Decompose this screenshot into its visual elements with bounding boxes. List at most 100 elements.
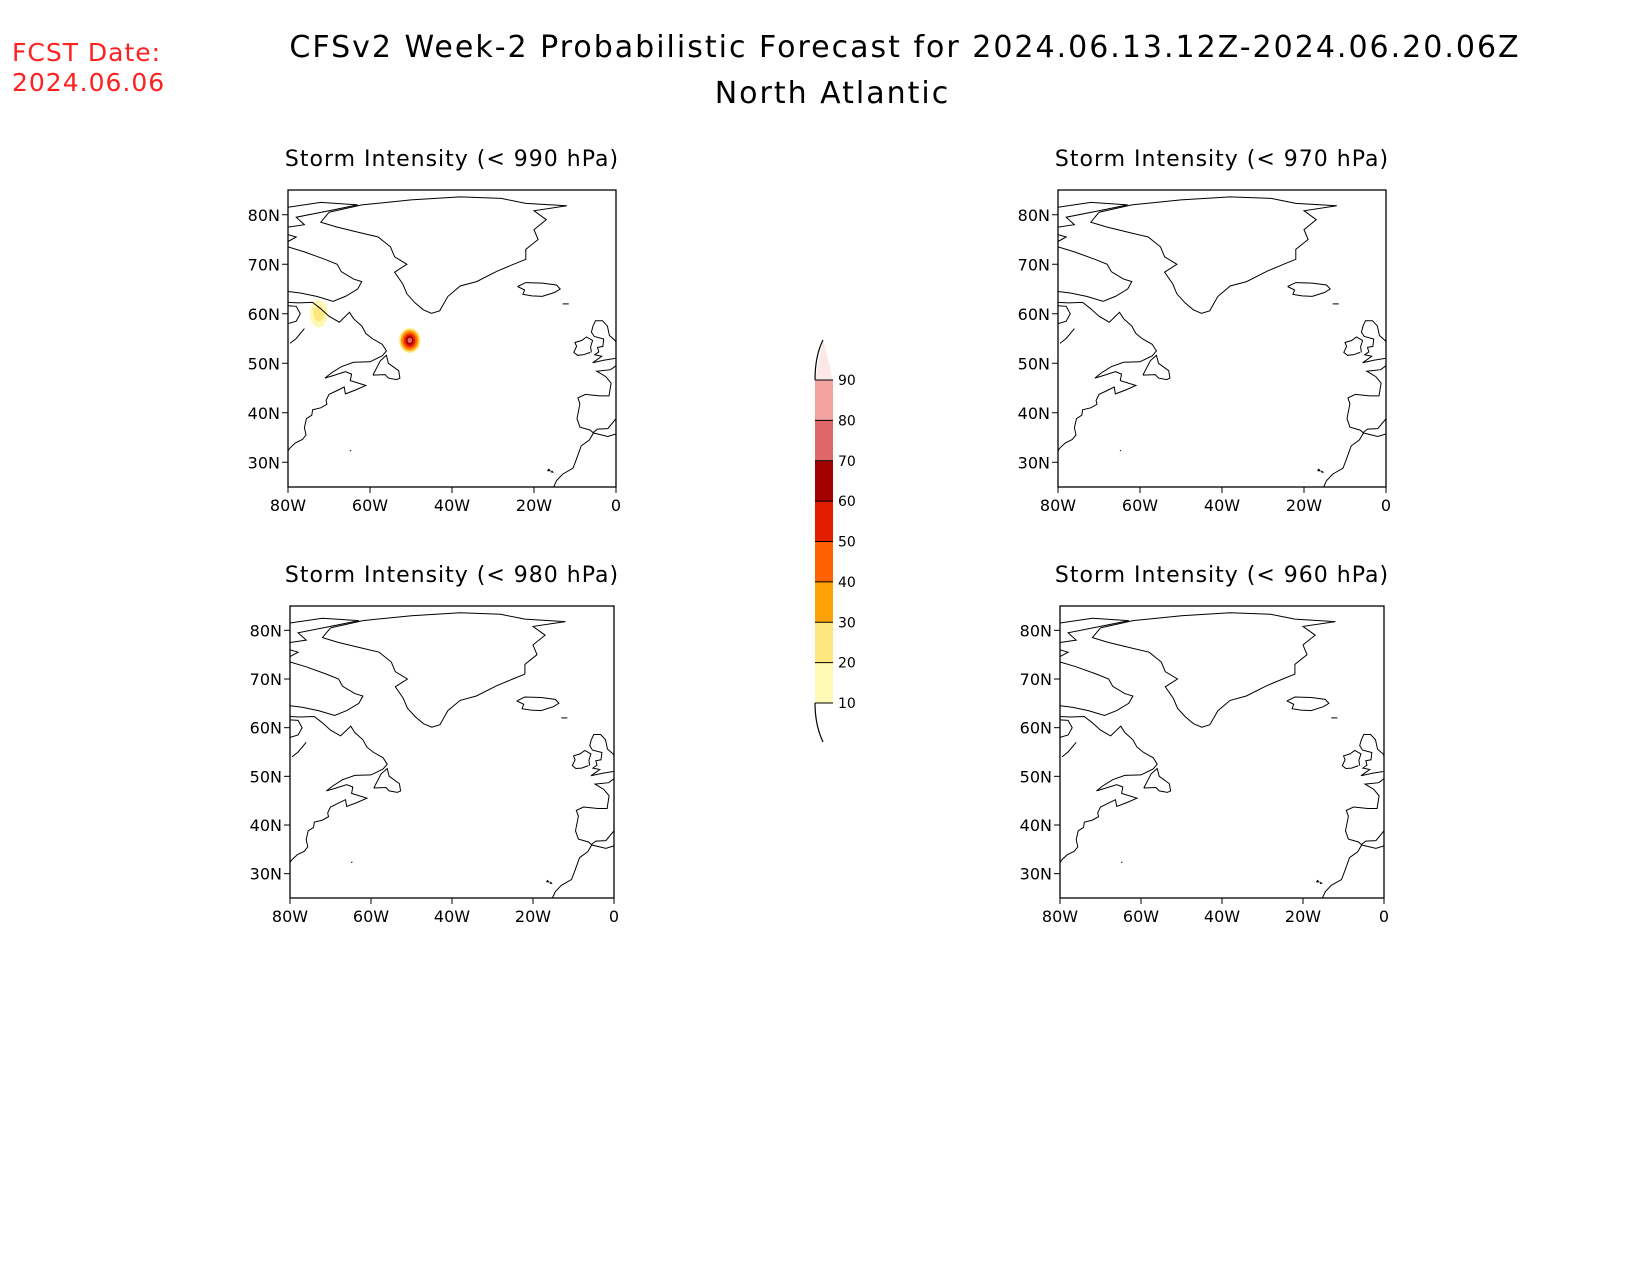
lon-tick-label: 0 xyxy=(611,496,621,515)
lat-tick-label: 30N xyxy=(1020,865,1052,884)
coastline xyxy=(546,879,550,883)
colorbar-box-30 xyxy=(815,581,833,623)
coastline xyxy=(290,715,388,863)
fcst-date: FCST Date: 2024.06.06 xyxy=(12,38,165,98)
coastline xyxy=(1142,354,1171,381)
coastline xyxy=(288,246,363,302)
coastline xyxy=(373,767,402,793)
lat-tick-label: 40N xyxy=(1018,404,1050,423)
lat-tick-label: 80N xyxy=(248,206,280,225)
lat-tick-label: 70N xyxy=(1018,255,1050,274)
coastline xyxy=(321,612,566,728)
lat-tick-label: 80N xyxy=(250,621,282,640)
lat-tick-label: 70N xyxy=(1020,670,1052,689)
coastline xyxy=(1344,778,1384,846)
coastline xyxy=(1343,336,1364,356)
colorbar-box-40 xyxy=(815,541,833,582)
coastline xyxy=(1060,617,1129,643)
lat-tick-label: 30N xyxy=(1018,453,1050,472)
region-subtitle: North Atlantic xyxy=(714,76,951,111)
coastline xyxy=(1059,328,1075,344)
lon-tick-label: 80W xyxy=(1040,496,1076,515)
coastline xyxy=(290,719,303,738)
lat-tick-label: 70N xyxy=(248,255,280,274)
colorbar-label: 50 xyxy=(838,535,856,551)
coastline xyxy=(1316,879,1320,883)
colorbar: 10 20 30 40 50 60 70 80 90 xyxy=(814,339,856,743)
coastline xyxy=(1346,365,1386,434)
map-frame xyxy=(1059,605,1385,899)
coastline xyxy=(1143,767,1172,793)
lon-tick-label: 0 xyxy=(609,907,619,926)
colorbar-label: 70 xyxy=(838,454,856,470)
prob-contour-20 xyxy=(313,305,324,322)
panel-title: Storm Intensity (< 980 hPa) xyxy=(285,563,619,588)
coastline xyxy=(349,449,352,452)
lon-tick-label: 80W xyxy=(270,496,306,515)
coastline xyxy=(1360,320,1386,364)
lat-tick-label: 70N xyxy=(250,670,282,689)
coastline xyxy=(319,196,567,314)
coastline xyxy=(1058,246,1133,302)
coastline xyxy=(549,881,553,884)
colorbar-box-80 xyxy=(815,380,833,421)
fcst-date-label: FCST Date: xyxy=(12,38,162,67)
coastline xyxy=(1058,234,1068,242)
lon-tick-label: 80W xyxy=(1042,907,1078,926)
coastline xyxy=(1060,661,1134,717)
panel-p970: Storm Intensity (< 970 hPa) 30N 40N 50N 60N 7… xyxy=(1018,147,1391,515)
lat-tick-label: 50N xyxy=(1020,767,1052,786)
lat-tick-label: 60N xyxy=(1020,719,1052,738)
lat-tick-label: 30N xyxy=(248,453,280,472)
coastline xyxy=(1321,844,1384,898)
lon-tick-label: 40W xyxy=(434,496,470,515)
lat-tick-label: 40N xyxy=(1020,816,1052,835)
lon-tick-label: 80W xyxy=(272,907,308,926)
panel-title: Storm Intensity (< 990 hPa) xyxy=(285,147,619,172)
coastline xyxy=(553,432,616,487)
lon-tick-label: 0 xyxy=(1381,496,1391,515)
colorbar-label: 90 xyxy=(838,373,856,389)
coastline xyxy=(1341,749,1362,770)
panel-title: Storm Intensity (< 970 hPa) xyxy=(1055,147,1389,172)
coastline xyxy=(1060,715,1158,863)
colorbar-box-20 xyxy=(815,622,833,663)
lon-tick-label: 20W xyxy=(516,496,552,515)
lat-tick-label: 60N xyxy=(250,719,282,738)
main-title: CFSv2 Week-2 Probabilistic Forecast for … xyxy=(289,30,1521,65)
colorbar-label: 40 xyxy=(838,575,856,591)
coastline xyxy=(1323,432,1386,487)
lon-tick-label: 40W xyxy=(434,907,470,926)
coastline xyxy=(288,201,358,228)
coastline xyxy=(1061,741,1077,758)
coastline xyxy=(574,778,614,846)
coastline xyxy=(290,661,364,717)
coastline xyxy=(550,470,555,473)
coastline xyxy=(1058,305,1071,325)
coastline xyxy=(573,336,594,356)
lon-tick-label: 20W xyxy=(1285,907,1321,926)
coastline xyxy=(1286,696,1330,712)
coastline xyxy=(351,861,353,863)
coastline xyxy=(1287,282,1331,297)
coastline xyxy=(288,301,388,452)
map-frame xyxy=(289,605,615,899)
coastline xyxy=(288,234,298,242)
lon-tick-label: 40W xyxy=(1204,907,1240,926)
coastline xyxy=(1091,612,1336,728)
panel-p980: Storm Intensity (< 980 hPa) 30N 40N 50N 60N 7… xyxy=(250,563,619,926)
coastline xyxy=(290,617,360,643)
coastline xyxy=(576,365,616,434)
colorbar-label: 10 xyxy=(838,696,856,712)
panel-p990: Storm Intensity (< 990 hPa) 30N 40N 50N 60N 7… xyxy=(248,147,621,515)
coastline xyxy=(1119,449,1122,452)
lon-tick-label: 20W xyxy=(515,907,551,926)
colorbar-label: 80 xyxy=(838,413,856,429)
coastline xyxy=(517,282,561,297)
coastline xyxy=(1320,470,1325,473)
lon-tick-label: 40W xyxy=(1204,496,1240,515)
coastline xyxy=(1089,196,1337,314)
colorbar-box-60 xyxy=(815,460,833,502)
lat-tick-label: 60N xyxy=(1018,305,1050,324)
